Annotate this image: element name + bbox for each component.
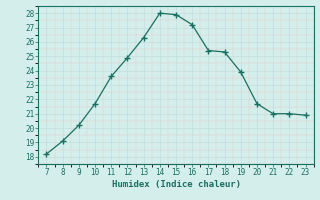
X-axis label: Humidex (Indice chaleur): Humidex (Indice chaleur) <box>111 180 241 189</box>
